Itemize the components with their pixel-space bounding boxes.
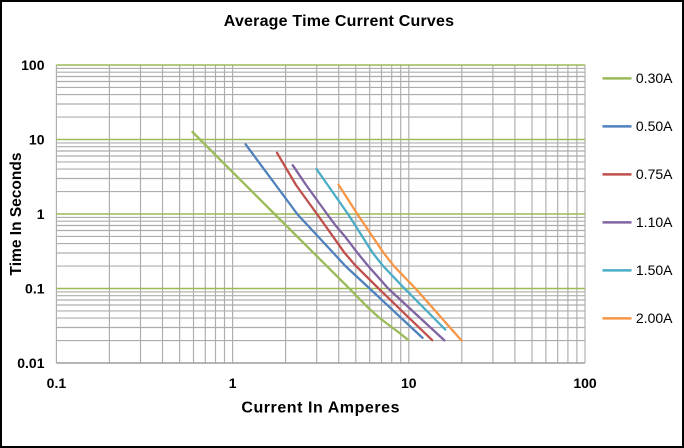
- svg-text:Current In Amperes: Current In Amperes: [241, 400, 400, 417]
- svg-text:100: 100: [21, 57, 45, 73]
- svg-text:10: 10: [29, 132, 45, 148]
- svg-text:0.50A: 0.50A: [636, 118, 673, 134]
- svg-text:1: 1: [229, 375, 237, 391]
- svg-text:0.01: 0.01: [17, 355, 44, 371]
- svg-text:0.30A: 0.30A: [636, 70, 673, 86]
- svg-text:1: 1: [37, 206, 45, 222]
- svg-text:1.50A: 1.50A: [636, 262, 673, 278]
- svg-text:Average Time Current Curves: Average Time Current Curves: [224, 13, 454, 30]
- svg-text:0.75A: 0.75A: [636, 166, 673, 182]
- svg-text:Time In Seconds: Time In Seconds: [8, 153, 25, 276]
- svg-text:10: 10: [401, 375, 417, 391]
- svg-text:1.10A: 1.10A: [636, 214, 673, 230]
- svg-text:2.00A: 2.00A: [636, 310, 673, 326]
- svg-text:100: 100: [573, 375, 597, 391]
- svg-text:0.1: 0.1: [25, 281, 45, 297]
- svg-text:0.1: 0.1: [47, 375, 67, 391]
